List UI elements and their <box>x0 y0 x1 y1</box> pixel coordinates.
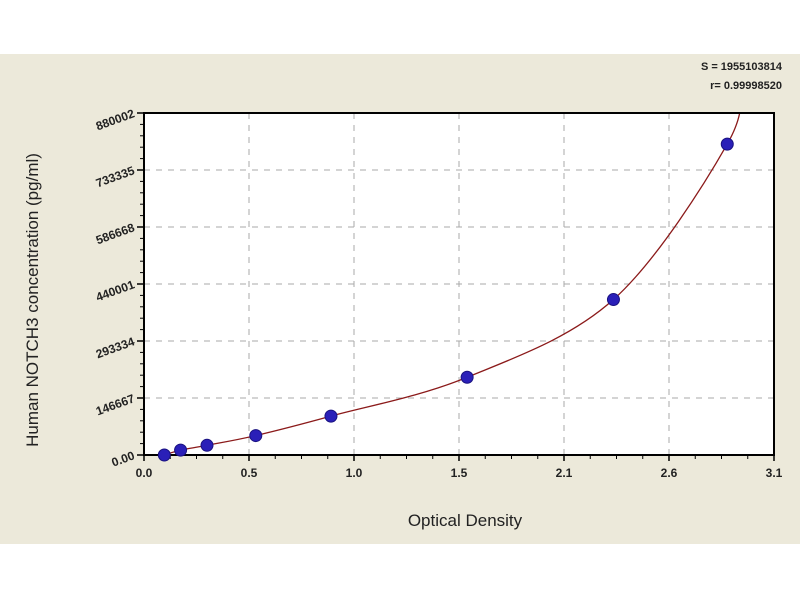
data-point <box>157 448 171 462</box>
data-point <box>324 409 338 423</box>
y-tick-label: 146667 <box>94 391 137 418</box>
y-tick-label: 0.00 <box>110 448 137 469</box>
y-tick-label: 586668 <box>94 220 137 247</box>
data-point <box>606 293 620 307</box>
data-point <box>200 438 214 452</box>
x-tick-label: 1.5 <box>451 466 468 480</box>
plot-frame <box>143 112 775 456</box>
x-tick-label: 2.6 <box>661 466 678 480</box>
annotation-s: S = 1955103814 <box>701 61 783 73</box>
y-tick-label: 880002 <box>94 106 137 133</box>
y-tick-label: 440001 <box>94 277 137 304</box>
data-point <box>460 370 474 384</box>
x-tick-label: 0.0 <box>136 466 153 480</box>
y-tick-label: 733335 <box>94 163 137 190</box>
x-axis-label: Optical Density <box>408 511 523 530</box>
y-tick-label: 293334 <box>94 334 137 361</box>
data-point <box>174 443 188 457</box>
x-tick-label: 0.5 <box>241 466 258 480</box>
x-tick-label: 2.1 <box>556 466 573 480</box>
x-tick-label: 1.0 <box>346 466 363 480</box>
data-point <box>720 137 734 151</box>
y-axis-label: Human NOTCH3 concentration (pg/ml) <box>23 153 42 447</box>
annotation-r: r= 0.99998520 <box>710 80 782 92</box>
fit-curve <box>164 113 741 455</box>
x-tick-label: 3.1 <box>766 466 783 480</box>
data-point <box>249 429 263 443</box>
